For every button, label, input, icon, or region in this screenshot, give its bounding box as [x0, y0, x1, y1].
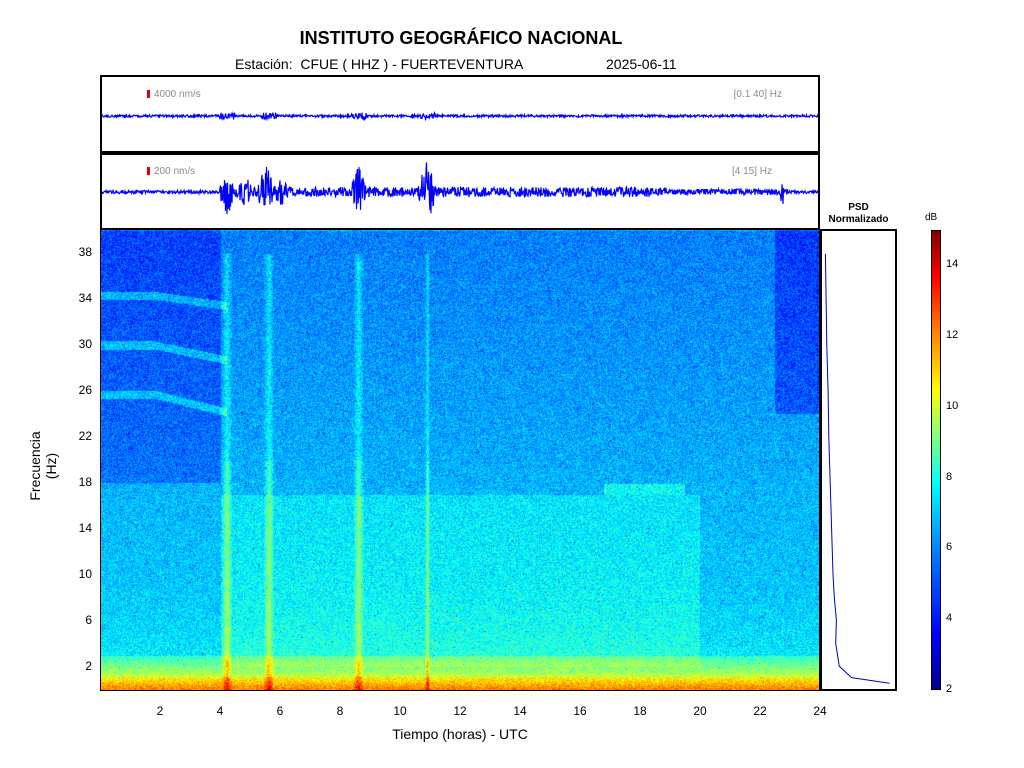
x-tick-label: 12	[453, 704, 467, 718]
x-tick-label: 6	[276, 704, 284, 718]
x-tick-label: 20	[693, 704, 707, 718]
psd-title-line2: Normalizado	[828, 214, 889, 225]
x-tick-label: 18	[633, 704, 647, 718]
psd-line	[824, 253, 890, 684]
trace-band-label: [0.1 40] Hz	[733, 89, 782, 100]
scale-bar-icon	[147, 90, 150, 98]
x-tick-label: 22	[753, 704, 767, 718]
colorbar	[931, 230, 941, 690]
trace-scale-label: 4000 nm/s	[154, 89, 201, 100]
y-tick-label: 14	[78, 521, 92, 535]
psd-title-line1: PSD	[848, 202, 869, 213]
y-tick-label: 30	[78, 337, 92, 351]
psd-curve	[824, 253, 890, 684]
y-tick-label: 2	[85, 659, 92, 673]
x-tick-label: 8	[336, 704, 344, 718]
y-tick-label: 6	[85, 613, 92, 627]
x-tick-label: 16	[573, 704, 587, 718]
y-tick-label: 18	[78, 475, 92, 489]
seismic-trace-broadband	[102, 110, 818, 122]
chart-title: INSTITUTO GEOGRÁFICO NACIONAL	[299, 28, 623, 48]
y-axis-label: Frecuencia (Hz)	[27, 431, 59, 501]
psd-panel	[820, 229, 897, 691]
y-tick-label: 26	[78, 383, 92, 397]
colorbar-tick-label: 12	[946, 329, 959, 342]
y-tick-label: 10	[78, 567, 92, 581]
trace-band-label: [4 15] Hz	[731, 166, 772, 177]
colorbar-tick-label: 8	[946, 470, 953, 483]
spectrogram	[100, 229, 820, 691]
scale-bar-icon	[147, 167, 150, 175]
spectrogram-canvas	[101, 230, 819, 690]
y-tick-label: 22	[78, 429, 92, 443]
trace-line	[102, 110, 818, 122]
colorbar-tick-label: 14	[946, 258, 959, 271]
trace-panel-filtered: 200 nm/s [4 15] Hz	[100, 153, 820, 230]
psd-title: PSD Normalizado	[820, 202, 897, 226]
x-tick-label: 24	[813, 704, 827, 718]
colorbar-tick-label: 4	[946, 612, 953, 625]
x-axis-label: Tiempo (horas) - UTC	[392, 726, 528, 742]
x-tick-label: 14	[513, 704, 527, 718]
colorbar-tick-label: 6	[946, 541, 953, 554]
colorbar-tick-label: 2	[946, 683, 953, 695]
seismic-trace-filtered	[102, 162, 818, 214]
x-tick-label: 4	[216, 704, 224, 718]
station-label: Estación: CFUE ( HHZ ) - FUERTEVENTURA	[235, 56, 524, 72]
x-tick-label: 2	[156, 704, 164, 718]
date-label: 2025-06-11	[606, 56, 677, 72]
colorbar-unit: dB	[925, 212, 938, 223]
trace-line	[102, 162, 818, 214]
y-tick-label: 34	[78, 291, 92, 305]
x-tick-label: 10	[393, 704, 407, 718]
y-tick-label: 38	[78, 245, 92, 259]
trace-panel-broadband: 4000 nm/s [0.1 40] Hz	[100, 75, 820, 153]
colorbar-tick-label: 10	[946, 399, 959, 412]
trace-scale-label: 200 nm/s	[154, 166, 196, 177]
